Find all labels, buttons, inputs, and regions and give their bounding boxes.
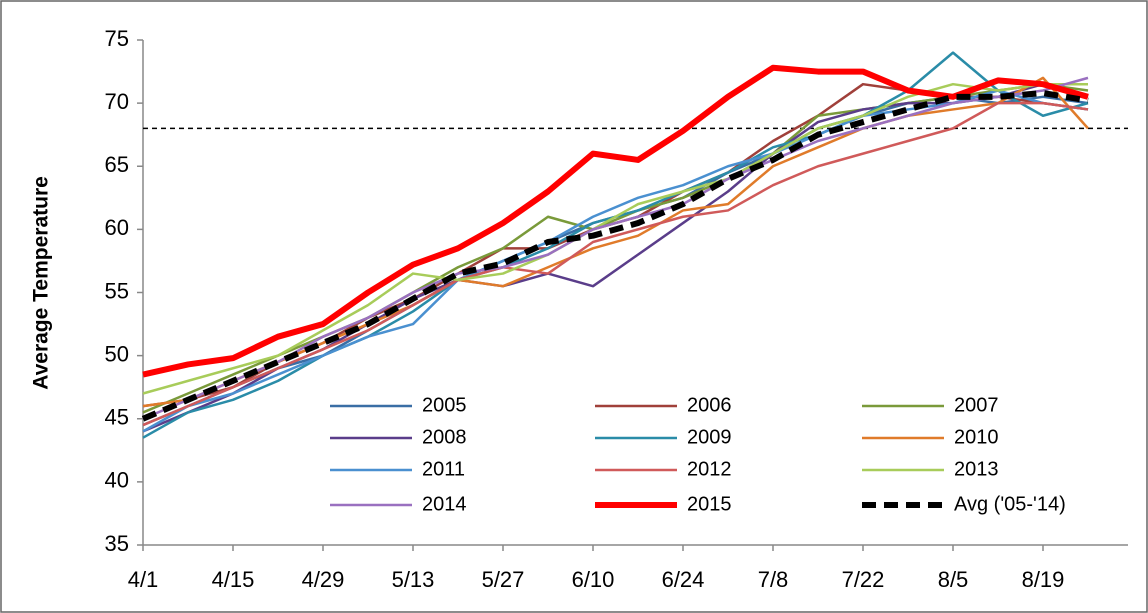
series-line [141,90,1089,422]
series-line [142,76,1089,420]
legend-label: 2006 [687,394,732,416]
y-tick-label: 65 [105,152,129,177]
x-tick-label: 4/1 [128,567,159,592]
x-tick-label: 5/27 [482,567,525,592]
legend-label: 2007 [954,394,999,416]
x-tick-label: 7/8 [758,567,789,592]
y-tick-label: 50 [105,341,129,366]
legend-label: 2015 [687,493,732,515]
series-line [142,82,1089,414]
y-tick-label: 70 [105,89,129,114]
legend-label: 2009 [687,426,732,448]
legend-label: 2012 [687,458,732,480]
y-tick-label: 60 [105,215,129,240]
legend-label: 2013 [954,458,999,480]
x-tick-label: 4/15 [212,567,255,592]
series-line [142,89,1089,433]
legend-label: 2005 [422,394,467,416]
legend-label: Avg ('05-'14) [954,493,1066,515]
x-tick-label: 6/10 [572,567,615,592]
series-line [142,64,1089,378]
y-tick-label: 75 [105,26,129,51]
x-tick-label: 8/5 [938,567,969,592]
x-tick-label: 6/24 [662,567,705,592]
series-line [142,82,1089,433]
series-line [142,76,1089,408]
x-tick-label: 7/22 [842,567,885,592]
x-tick-label: 5/13 [392,567,435,592]
x-tick-label: 4/29 [302,567,345,592]
y-tick-label: 55 [105,278,129,303]
series-line [142,82,1088,395]
legend-label: 2008 [422,426,467,448]
legend-label: 2014 [422,493,467,515]
y-tick-label: 35 [105,531,129,556]
series-line [142,101,1089,427]
legend-label: 2011 [422,458,465,480]
x-tick-label: 8/19 [1022,567,1065,592]
y-axis-label: Average Temperature [30,176,53,390]
y-tick-label: 40 [105,468,129,493]
y-tick-label: 45 [105,405,129,430]
legend-label: 2010 [954,426,999,448]
